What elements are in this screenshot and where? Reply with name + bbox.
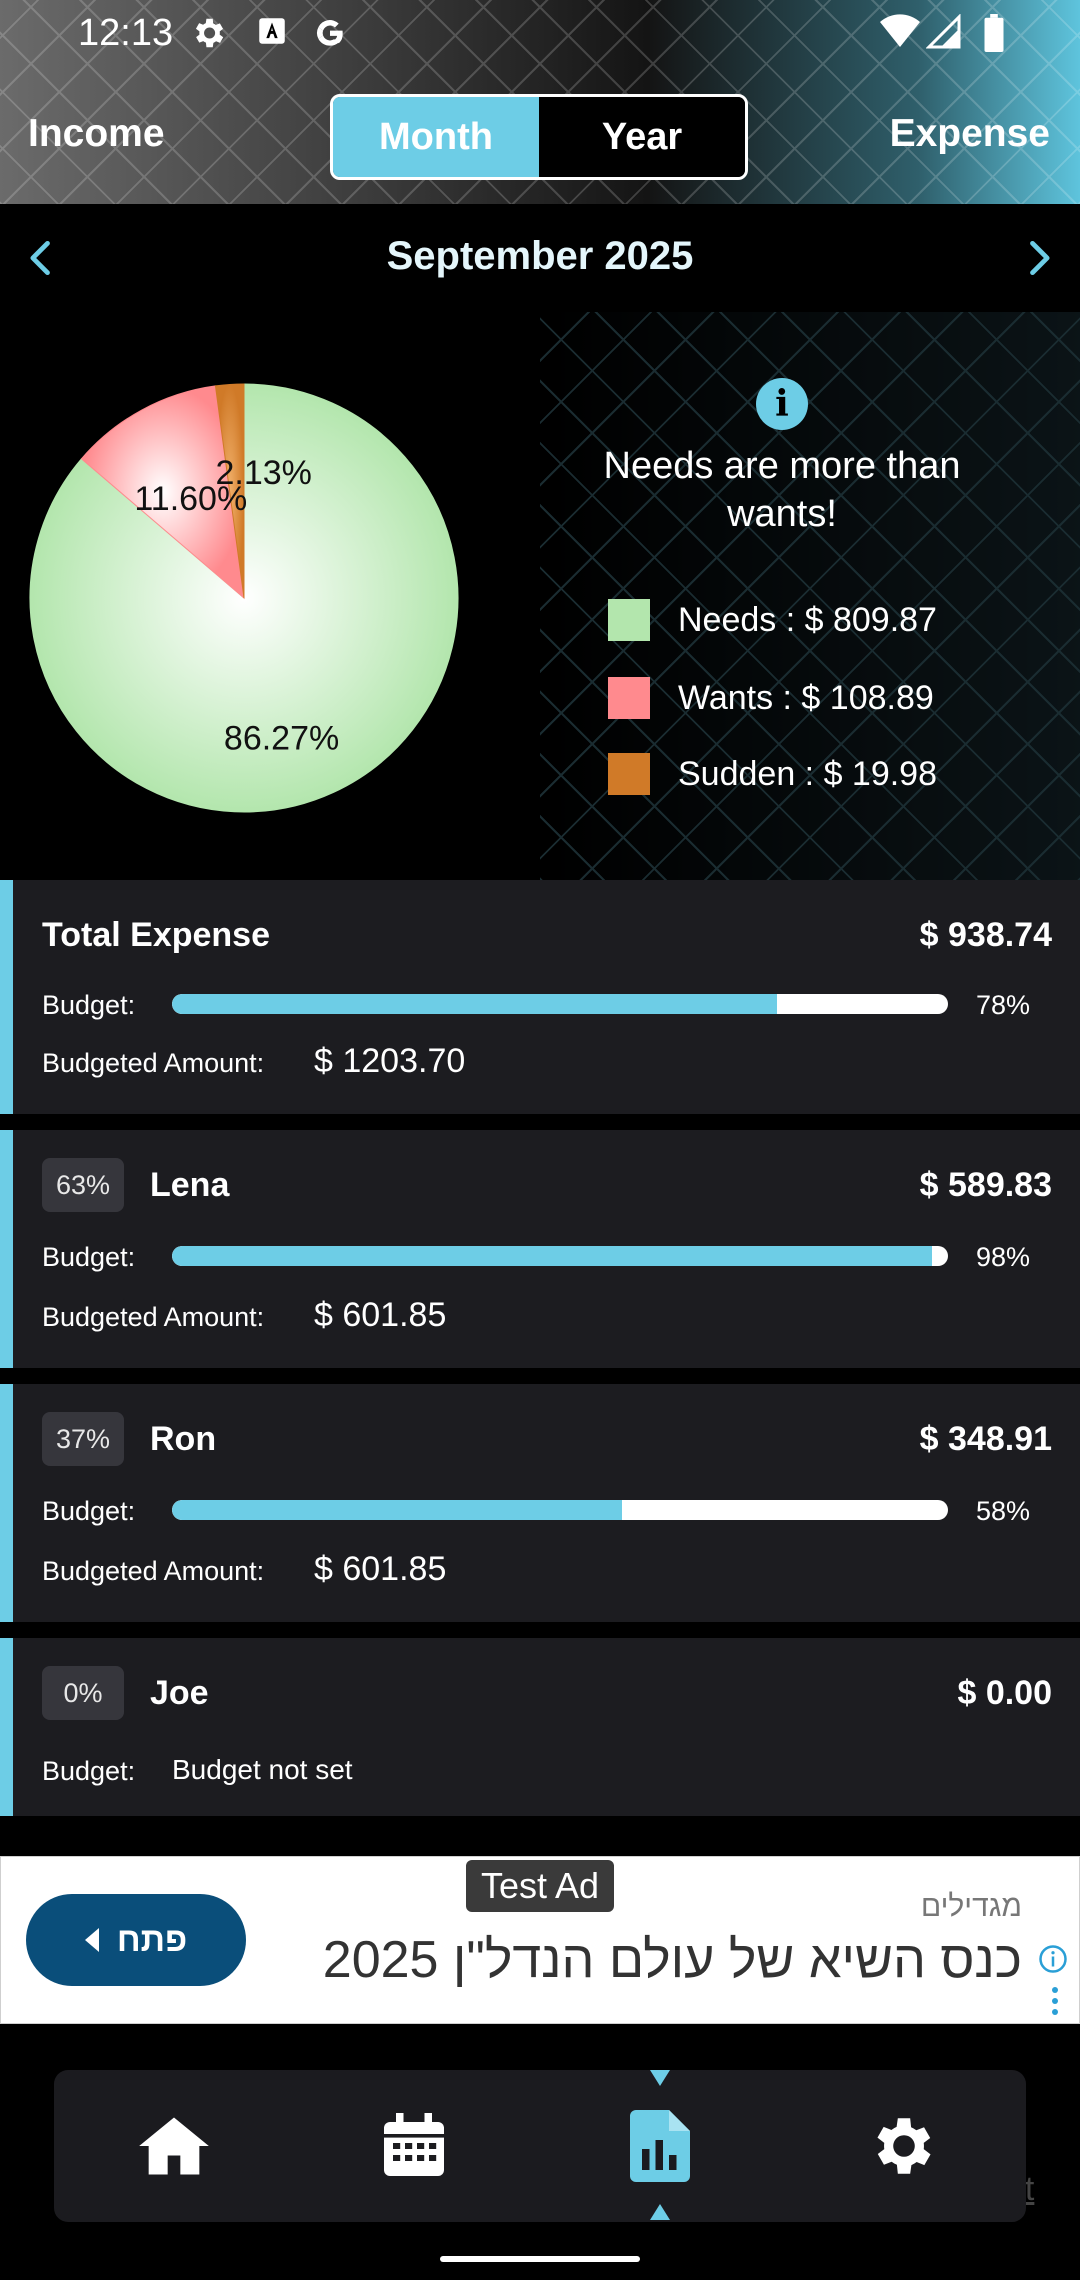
share-badge: 37% — [42, 1412, 124, 1466]
battery-icon — [974, 14, 1014, 54]
card-accent — [0, 1638, 13, 1816]
period-toggle: Month Year — [330, 94, 748, 180]
nav-indicator-bottom — [650, 2204, 670, 2220]
budgeted-amount-value: $ 1203.70 — [314, 1042, 466, 1080]
nav-indicator-top — [650, 2070, 670, 2086]
ad-open-button[interactable]: פתח — [26, 1894, 246, 1986]
nav-reports[interactable] — [610, 2096, 710, 2196]
legend-swatch-wants — [608, 677, 650, 719]
budget-label: Budget: — [42, 1756, 136, 1786]
budget-label: Budget: — [42, 990, 136, 1020]
legend-needs: Needs : $ 809.87 — [608, 598, 937, 642]
share-badge: 63% — [42, 1158, 124, 1212]
home-indicator[interactable] — [440, 2256, 640, 2262]
budget-percent: 98% — [975, 1242, 1030, 1272]
nav-settings[interactable] — [854, 2096, 954, 2196]
test-ad-badge: Test Ad — [466, 1860, 614, 1912]
member-name: Joe — [150, 1674, 209, 1712]
previous-month-button[interactable] — [20, 236, 64, 280]
status-bar: 12:13 — [0, 0, 1080, 66]
ad-advertiser: מגדילים — [920, 1890, 1022, 1923]
nav-calendar[interactable] — [364, 2096, 464, 2196]
budget-label: Budget: — [42, 1496, 136, 1526]
budget-progress-bar — [172, 994, 948, 1014]
legend-label-sudden: Sudden : $ 19.98 — [678, 754, 938, 793]
budgeted-amount-value: $ 601.85 — [314, 1296, 447, 1334]
home-icon — [139, 2117, 209, 2175]
settings-status-icon — [188, 14, 228, 54]
toggle-month[interactable]: Month — [333, 97, 539, 177]
ad-info-icon[interactable] — [1038, 1944, 1068, 1974]
budgeted-amount-label: Budgeted Amount: — [42, 1556, 265, 1586]
card-accent — [0, 1384, 13, 1622]
budget-percent: 58% — [975, 1496, 1030, 1526]
bottom-nav — [54, 2070, 1026, 2222]
calendar-icon — [384, 2113, 444, 2176]
total-expense-card[interactable]: Total Expense $ 938.74 Budget: 78% Budge… — [0, 880, 1080, 1114]
insight-text: Needs are more than wants! — [603, 445, 961, 535]
budgeted-amount-label: Budgeted Amount: — [42, 1302, 265, 1332]
budgeted-amount-label: Budgeted Amount: — [42, 1048, 265, 1078]
report-icon — [630, 2110, 690, 2182]
budget-status: Budget not set — [172, 1754, 353, 1785]
member-amount: $ 589.83 — [919, 1166, 1052, 1204]
total-expense-title: Total Expense — [42, 916, 270, 954]
budget-progress-fill — [172, 994, 778, 1014]
month-label: September 2025 — [386, 234, 694, 278]
ad-more-icon[interactable] — [1050, 1986, 1060, 2016]
ad-headline[interactable]: כנס השיא של עולם הנדל"ן 2025 — [322, 1931, 1022, 1989]
budget-progress-fill — [172, 1246, 933, 1266]
arrow-left-icon — [84, 1928, 99, 1952]
total-expense-amount: $ 938.74 — [919, 916, 1052, 954]
pie-label-sudden: 2.13% — [215, 454, 311, 492]
pie-slice-wants[interactable] — [80, 385, 245, 600]
next-month-button[interactable] — [1016, 236, 1060, 280]
info-icon[interactable]: i — [756, 378, 808, 430]
legend-sudden: Sudden : $ 19.98 — [608, 752, 937, 796]
signal-icon — [924, 13, 964, 54]
card-accent — [0, 1130, 13, 1368]
legend-label-needs: Needs : $ 809.87 — [678, 600, 937, 639]
pie-slice-sudden[interactable] — [214, 383, 245, 599]
legend-swatch-needs — [608, 599, 650, 641]
wifi-icon — [880, 14, 920, 54]
budget-progress-bar — [172, 1246, 948, 1266]
budget-label: Budget: — [42, 1242, 136, 1272]
share-badge: 0% — [42, 1666, 124, 1720]
member-name: Ron — [150, 1420, 217, 1458]
pie-label-wants: 11.60% — [134, 480, 247, 518]
budgeted-amount-value: $ 601.85 — [314, 1550, 447, 1588]
google-status-icon — [310, 14, 350, 54]
keyboard-status-icon — [252, 14, 292, 54]
chevron-left-icon — [30, 240, 50, 276]
member-card[interactable]: 0% Joe $ 0.00 Budget: Budget not set — [0, 1638, 1080, 1816]
member-name: Lena — [150, 1166, 230, 1204]
member-card[interactable]: 63% Lena $ 589.83 Budget: 98% Budgeted A… — [0, 1130, 1080, 1368]
chevron-right-icon — [1030, 240, 1050, 276]
status-time: 12:13 — [78, 12, 174, 54]
legend-label-wants: Wants : $ 108.89 — [678, 678, 934, 717]
legend-wants: Wants : $ 108.89 — [608, 676, 934, 720]
toggle-year[interactable]: Year — [539, 97, 745, 177]
income-tab[interactable]: Income — [28, 112, 165, 155]
settings-icon — [877, 2118, 931, 2174]
member-card[interactable]: 37% Ron $ 348.91 Budget: 58% Budgeted Am… — [0, 1384, 1080, 1622]
member-amount: $ 348.91 — [919, 1420, 1052, 1458]
expense-pie-chart[interactable]: 86.27% 11.60%2.13% — [26, 380, 462, 816]
legend-swatch-sudden — [608, 753, 650, 795]
budget-progress-fill — [172, 1500, 623, 1520]
pie-label-needs: 86.27% — [224, 720, 339, 758]
budget-percent: 78% — [975, 990, 1030, 1020]
nav-home[interactable] — [124, 2096, 224, 2196]
budget-progress-bar — [172, 1500, 948, 1520]
member-amount: $ 0.00 — [957, 1674, 1052, 1712]
ad-open-label: פתח — [116, 1920, 188, 1959]
card-accent — [0, 880, 13, 1114]
expense-tab[interactable]: Expense — [889, 112, 1050, 155]
